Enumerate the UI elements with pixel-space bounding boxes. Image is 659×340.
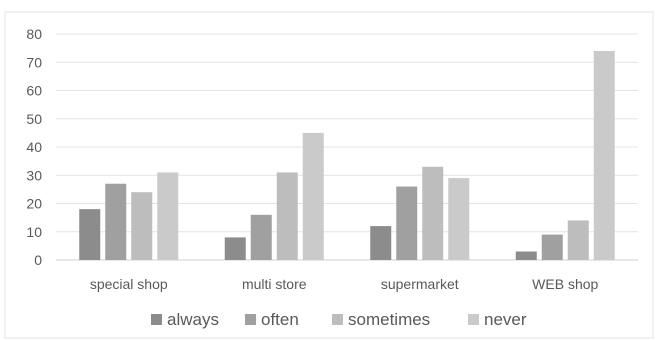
bar-always-supermarket <box>370 226 392 260</box>
y-axis: 0 10 20 30 40 50 60 70 80 <box>26 26 42 268</box>
bar-always-special-shop <box>79 209 101 260</box>
legend-label-never: never <box>484 310 527 329</box>
legend-swatch-always <box>151 314 162 325</box>
x-category-label: supermarket <box>381 276 459 292</box>
x-axis: special shop multi store supermarket WEB sh… <box>90 276 599 292</box>
x-category-label: special shop <box>90 276 168 292</box>
bars <box>79 50 615 261</box>
legend-label-sometimes: sometimes <box>348 310 430 329</box>
y-tick-label: 20 <box>26 196 42 212</box>
bar-often-special-shop <box>105 183 127 260</box>
bar-never-supermarket <box>448 178 470 260</box>
bar-sometimes-web-shop <box>567 220 589 260</box>
x-category-label: multi store <box>242 276 307 292</box>
bar-often-multi-store <box>250 214 272 260</box>
legend-label-often: often <box>261 310 299 329</box>
y-tick-label: 0 <box>34 252 42 268</box>
bar-often-supermarket <box>396 186 418 260</box>
bar-often-web-shop <box>541 234 563 260</box>
bar-never-special-shop <box>157 172 179 260</box>
bar-never-multi-store <box>302 132 324 260</box>
x-category-label: WEB shop <box>532 276 598 292</box>
bar-sometimes-special-shop <box>131 192 153 260</box>
y-tick-label: 10 <box>26 224 42 240</box>
bar-sometimes-multi-store <box>276 172 298 260</box>
y-tick-label: 40 <box>26 139 42 155</box>
y-tick-label: 50 <box>26 111 42 127</box>
legend-label-always: always <box>167 310 219 329</box>
bar-always-multi-store <box>224 237 246 260</box>
y-tick-label: 70 <box>26 54 42 70</box>
legend-swatch-never <box>468 314 479 325</box>
gridlines <box>56 33 638 261</box>
y-tick-label: 30 <box>26 167 42 183</box>
legend-swatch-sometimes <box>332 314 343 325</box>
bar-sometimes-supermarket <box>422 166 444 260</box>
y-tick-label: 80 <box>26 26 42 42</box>
bar-never-web-shop <box>593 50 615 261</box>
legend: always often sometimes never <box>151 310 527 329</box>
bar-always-web-shop <box>515 251 537 260</box>
legend-swatch-often <box>245 314 256 325</box>
y-tick-label: 60 <box>26 83 42 99</box>
